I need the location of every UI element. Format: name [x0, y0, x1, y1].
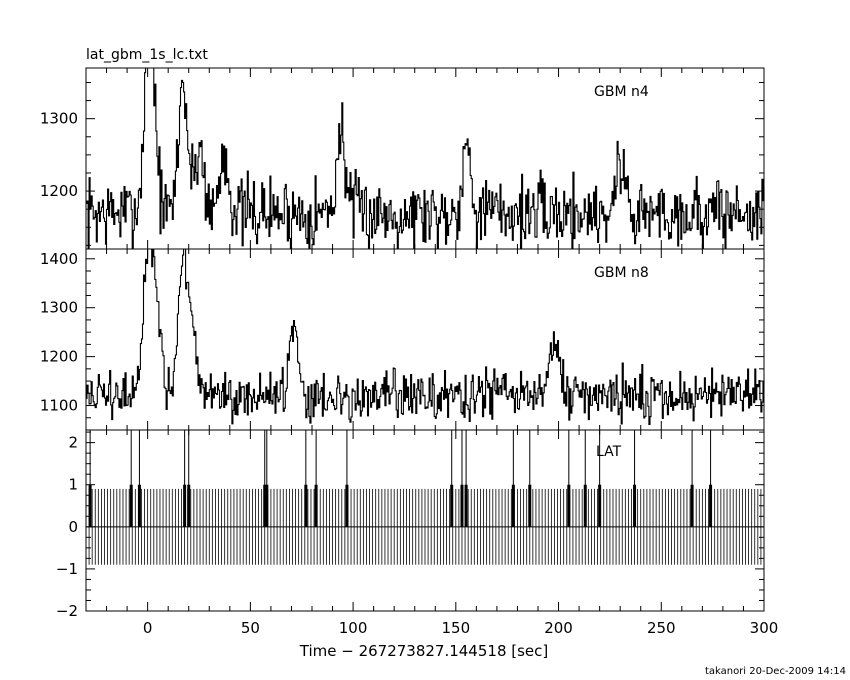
y-tick-label: 1200 — [40, 348, 78, 366]
photon-bar — [304, 484, 308, 527]
photon-bar — [511, 484, 515, 527]
photon-bar — [187, 484, 191, 527]
x-tick-label: 50 — [241, 619, 260, 637]
y-tick-label: 1100 — [40, 397, 78, 415]
photon-bar — [567, 484, 571, 527]
photon-bar — [314, 484, 318, 527]
x-tick-label: 150 — [441, 619, 470, 637]
photon-bar — [583, 484, 587, 527]
panel-gbm-n4-series — [86, 67, 765, 250]
panel-gbm-n4-label: GBM n4 — [594, 84, 649, 100]
series-line-gbm-n4 — [86, 67, 765, 250]
panel-lat-series — [85, 430, 765, 565]
x-axis-label: Time − 267273827.144518 [sec] — [299, 642, 549, 660]
photon-bar — [460, 484, 464, 527]
y-tick-label: 0 — [68, 518, 78, 536]
panel-gbm-n8-label: GBM n8 — [594, 265, 649, 281]
photon-bar — [129, 484, 133, 527]
panel-lat-axes: −2 −1 0 1 2 — [56, 429, 765, 620]
photon-bar — [265, 484, 269, 527]
photon-bar — [528, 484, 532, 527]
series-line-gbm-n8 — [86, 248, 765, 425]
panel-lat-label: LAT — [596, 444, 622, 460]
x-tick-label: 200 — [544, 619, 573, 637]
x-tick-label: 100 — [339, 619, 368, 637]
panel-frame — [85, 429, 765, 612]
y-tick-label: −2 — [56, 602, 78, 620]
y-tick-label: 1200 — [40, 182, 78, 200]
photon-bar — [598, 484, 602, 527]
photon-bar — [263, 484, 267, 527]
figure-title: lat_gbm_1s_lc.txt — [86, 47, 208, 63]
panel-gbm-n8: 1100 1200 1300 1400 GBM n8 — [40, 248, 765, 431]
x-tick-label: 250 — [647, 619, 676, 637]
y-tick-label: 1300 — [40, 110, 78, 128]
y-tick-label: 1 — [68, 476, 78, 494]
panel-gbm-n8-series — [86, 248, 765, 425]
panel-gbm-n4: 1200 1300 GBM n4 — [40, 67, 765, 250]
footer-credit: takanori 20-Dec-2009 14:14 — [705, 666, 846, 677]
photon-bar — [709, 484, 713, 527]
y-tick-label: −1 — [56, 560, 78, 578]
photon-bar — [690, 484, 694, 527]
y-tick-label: 1400 — [40, 250, 78, 268]
photon-bar — [137, 484, 141, 527]
panel-lat: −2 −1 0 1 2 LAT — [56, 429, 765, 620]
photon-bar — [345, 484, 349, 527]
photon-bar — [633, 484, 637, 527]
y-tick-label: 1300 — [40, 299, 78, 317]
photon-bar — [450, 484, 454, 527]
photon-bar — [464, 484, 468, 527]
x-tick-labels: 0 50 100 150 200 250 300 — [143, 619, 778, 637]
x-tick-label: 0 — [143, 619, 153, 637]
photon-bar — [183, 484, 187, 527]
x-tick-label: 300 — [750, 619, 779, 637]
panel-gbm-n8-axes: 1100 1200 1300 1400 — [40, 248, 765, 431]
y-tick-label: 2 — [68, 434, 78, 452]
